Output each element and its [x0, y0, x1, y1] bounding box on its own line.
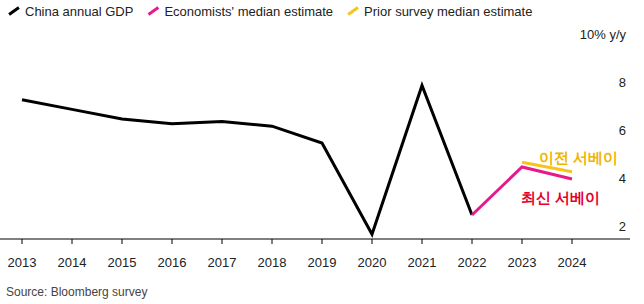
source-note: Source: Bloomberg survey — [6, 285, 147, 299]
y-tick-label: 4 — [619, 171, 626, 186]
x-tick — [122, 239, 123, 244]
series-line — [22, 85, 472, 234]
x-tick-label: 2022 — [458, 255, 487, 270]
x-tick-label: 2016 — [158, 255, 187, 270]
x-axis-line — [0, 239, 630, 240]
x-tick — [422, 239, 423, 244]
y-tick-label: 2 — [619, 219, 626, 234]
legend-swatch — [348, 8, 358, 15]
x-tick-label: 2023 — [508, 255, 537, 270]
x-tick — [322, 239, 323, 244]
x-tick — [172, 239, 173, 244]
x-tick — [72, 239, 73, 244]
y-tick-label: 8 — [619, 75, 626, 90]
x-tick — [272, 239, 273, 244]
y-tick — [626, 95, 630, 96]
x-tick-label: 2024 — [558, 255, 587, 270]
y-tick — [626, 191, 630, 192]
x-tick-label: 2018 — [258, 255, 287, 270]
legend-label: Prior survey median estimate — [364, 4, 532, 19]
annotation: 최신 서베이 — [521, 189, 600, 206]
x-tick-label: 2014 — [58, 255, 87, 270]
x-tick — [522, 239, 523, 244]
y-tick — [626, 47, 630, 48]
legend-swatch — [148, 8, 158, 15]
x-tick — [222, 239, 223, 244]
x-tick-label: 2020 — [358, 255, 387, 270]
x-tick-label: 2015 — [108, 255, 137, 270]
x-tick-label: 2019 — [308, 255, 337, 270]
x-tick-label: 2013 — [8, 255, 37, 270]
x-tick-label: 2021 — [408, 255, 437, 270]
y-tick-label: 6 — [619, 123, 626, 138]
legend-swatch — [9, 8, 19, 15]
legend-label: China annual GDP — [25, 4, 133, 19]
annotation: 이전 서베이 — [539, 149, 618, 166]
x-tick-label: 2017 — [208, 255, 237, 270]
legend-label: Economists' median estimate — [164, 4, 333, 19]
x-tick — [372, 239, 373, 244]
plot-area — [22, 85, 572, 234]
y-tick-label: 10% y/y — [580, 27, 627, 42]
x-tick — [572, 239, 573, 244]
x-tick — [472, 239, 473, 244]
chart-svg: 2 4 6 8 10% y/y 2013 2014 2015 2016 2017 2018 2019 2… — [0, 0, 644, 304]
y-tick — [626, 143, 630, 144]
x-tick — [22, 239, 23, 244]
chart-root: 2 4 6 8 10% y/y 2013 2014 2015 2016 2017 2018 2019 2… — [0, 0, 644, 304]
